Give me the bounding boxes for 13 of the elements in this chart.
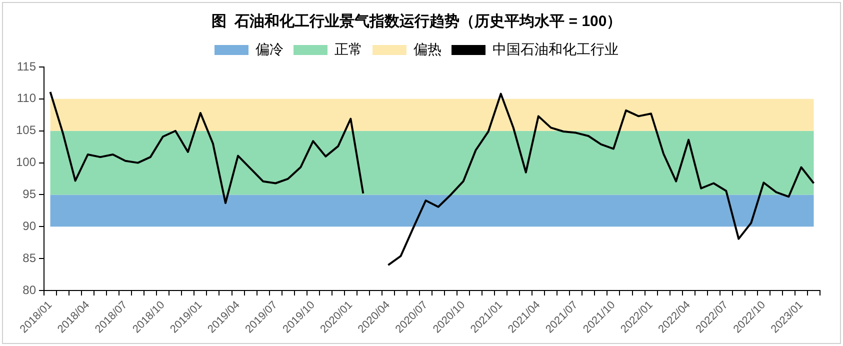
y-tick-label: 90	[22, 218, 36, 233]
chart-title: 图 石油和化工行业景气指数运行趋势（历史平均水平 = 100）	[211, 13, 622, 30]
y-tick-label: 80	[22, 282, 36, 297]
legend-label: 正常	[334, 40, 362, 57]
y-tick-label: 100	[16, 155, 36, 170]
y-tick-label: 95	[22, 187, 36, 202]
legend-label: 偏热	[414, 40, 442, 57]
legend-label: 中国石油和化工行业	[492, 40, 618, 57]
y-tick-label: 85	[22, 250, 36, 265]
legend-label: 偏冷	[256, 40, 284, 57]
y-tick-label: 115	[16, 59, 36, 74]
y-tick-label: 105	[16, 123, 36, 138]
y-tick-label: 110	[16, 91, 36, 106]
